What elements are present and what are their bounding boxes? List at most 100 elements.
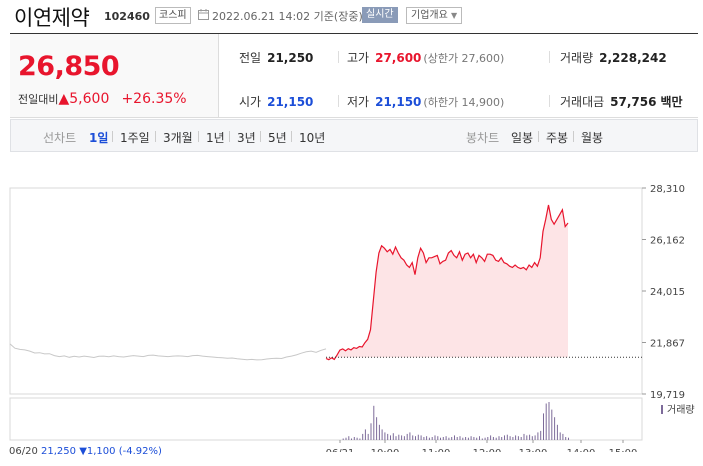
volume-bar — [545, 403, 547, 440]
volume-bar — [459, 436, 461, 440]
volume-bar — [370, 423, 372, 440]
volume-bar — [431, 437, 433, 440]
volume-bar — [373, 405, 375, 440]
prev-close-stat: 전일 21,250 — [239, 49, 313, 66]
volume-bar — [417, 434, 419, 440]
volume-bar — [501, 437, 503, 440]
volume-bar — [554, 417, 556, 440]
high-value: 27,600 — [375, 51, 422, 65]
volume-value: 2,228,242 — [599, 51, 667, 65]
divider — [112, 131, 113, 142]
prev-day-change: ▼1,100 (-4.92%) — [79, 446, 162, 457]
high-stat: 고가 27,600 (상한가 27,600) — [347, 49, 504, 66]
tab-weekly[interactable]: 주봉 — [546, 131, 569, 145]
volume-bars — [342, 402, 569, 440]
volume-bar — [420, 435, 422, 440]
x-tick-label: 11:00 — [422, 448, 451, 452]
company-overview-button[interactable]: 기업개요 ▼ — [406, 7, 463, 24]
divider — [549, 95, 550, 107]
tab-10y[interactable]: 10년 — [299, 131, 326, 145]
calendar-icon — [198, 9, 209, 20]
volume-bar — [456, 437, 458, 440]
tab-3y[interactable]: 3년 — [237, 131, 256, 145]
open-stat: 시가 21,150 — [239, 93, 313, 110]
stock-header: 이연제약 102460 코스피 2022.06.21 14:02 기준(장중) … — [0, 0, 703, 32]
y-tick-label: 24,015 — [650, 287, 685, 298]
volume-bar — [484, 437, 486, 440]
x-tick-label: 15:00 — [609, 448, 638, 452]
volume-bar — [512, 437, 514, 440]
volume-bar — [498, 436, 500, 440]
volume-bar — [454, 435, 455, 440]
low-label: 저가 — [347, 95, 370, 109]
volume-bar — [376, 417, 378, 440]
prev-close-label: 전일 — [239, 51, 262, 65]
tab-1d[interactable]: 1일 — [89, 131, 109, 145]
volume-bar — [556, 424, 558, 440]
volume-bar — [345, 437, 347, 440]
volume-bar — [515, 435, 517, 440]
volume-bar — [492, 437, 494, 440]
tab-monthly[interactable]: 월봉 — [581, 131, 604, 145]
volume-bar — [442, 437, 444, 440]
volume-bar — [470, 436, 472, 440]
volume-legend: 거래량 — [667, 404, 695, 416]
volume-bar — [490, 435, 492, 440]
tab-1w[interactable]: 1주일 — [120, 131, 150, 145]
volume-bar — [504, 435, 505, 440]
today-price-area — [326, 205, 568, 360]
volume-bar — [509, 436, 511, 440]
current-price: 26,850 — [18, 51, 120, 82]
volume-bar — [364, 429, 366, 440]
realtime-button[interactable]: 실시간 — [362, 7, 398, 23]
x-axis: 06/21 10:00 11:00 12:00 13:00 14:00 15:00 — [326, 440, 638, 452]
volume-bar — [568, 437, 569, 440]
volume-bar — [565, 437, 567, 440]
amount-label: 거래대금 — [560, 95, 605, 109]
tab-5y[interactable]: 5년 — [268, 131, 287, 145]
volume-bar — [540, 430, 542, 440]
price-summary: 26,850 전일대비▲5,600 +26.35% 전일 21,250 고가 27,… — [10, 33, 698, 118]
volume-bar — [423, 437, 425, 440]
volume-bar — [506, 434, 508, 440]
amount-value: 57,756 — [610, 95, 657, 109]
y-tick-label: 21,867 — [650, 338, 685, 349]
open-value: 21,150 — [267, 95, 314, 109]
low-stat: 저가 21,150 (하한가 14,900) — [347, 93, 504, 110]
volume-bar — [523, 433, 525, 440]
divider — [573, 131, 574, 142]
volume-bar — [362, 433, 364, 440]
divider — [338, 51, 339, 63]
volume-bar — [473, 437, 475, 440]
volume-label: 거래량 — [560, 51, 594, 65]
y-tick-label: 19,719 — [650, 390, 685, 401]
volume-bar — [520, 437, 522, 440]
volume-bar — [543, 413, 544, 440]
volume-bar — [559, 432, 561, 440]
x-tick-label: 13:00 — [519, 448, 548, 452]
volume-bar — [401, 435, 403, 440]
prev-day-summary: 06/20 21,250 ▼1,100 (-4.92%) — [9, 446, 162, 457]
volume-bar — [562, 433, 564, 440]
tab-1y[interactable]: 1년 — [206, 131, 225, 145]
y-axis: 28,310 26,162 24,015 21,867 19,719 — [642, 184, 685, 401]
volume-bar — [378, 424, 380, 440]
volume-bar — [534, 435, 536, 440]
prev-day-date: 06/20 — [9, 446, 38, 457]
volume-bar — [415, 436, 416, 440]
divider — [155, 131, 156, 142]
volume-bar — [392, 433, 394, 440]
tab-3m[interactable]: 3개월 — [163, 131, 193, 145]
today-price-line — [325, 204, 569, 361]
volume-bar — [517, 436, 519, 440]
volume-bar — [387, 433, 389, 440]
volume-bar — [440, 437, 441, 440]
volume-bar — [403, 436, 405, 440]
open-label: 시가 — [239, 95, 262, 109]
high-label: 고가 — [347, 51, 370, 65]
volume-bar — [495, 437, 497, 440]
volume-bar — [437, 436, 439, 440]
volume-bar — [409, 432, 411, 440]
tab-daily[interactable]: 일봉 — [511, 131, 534, 145]
market-badge: 코스피 — [155, 7, 191, 24]
